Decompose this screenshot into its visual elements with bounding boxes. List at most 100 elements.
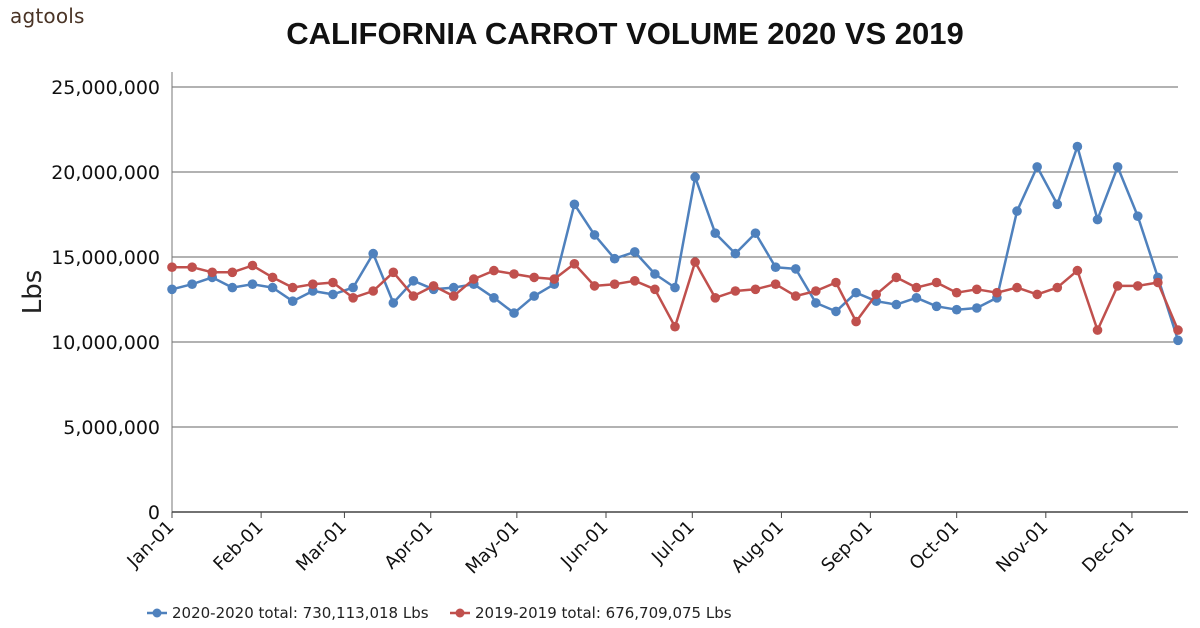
data-point	[589, 281, 600, 291]
data-point	[1112, 162, 1123, 172]
data-point	[710, 228, 721, 238]
data-point	[509, 308, 519, 318]
data-point	[227, 282, 238, 293]
data-point	[670, 282, 680, 293]
data-point	[710, 293, 721, 303]
data-point	[428, 281, 439, 291]
data-point	[951, 304, 962, 315]
x-tick-label: Mar-01	[292, 517, 351, 576]
data-point	[348, 282, 358, 293]
data-point	[1072, 265, 1083, 276]
data-point	[992, 287, 1002, 298]
legend-label: 2020-2020 total: 730,113,018 Lbs	[172, 604, 429, 622]
series-line	[172, 260, 1180, 332]
data-point	[1153, 277, 1163, 288]
legend-swatch-marker	[455, 608, 465, 618]
data-point	[770, 279, 781, 290]
data-point	[811, 298, 821, 308]
data-point	[1052, 199, 1063, 210]
data-point	[690, 172, 700, 182]
data-point	[1072, 141, 1083, 152]
data-point	[811, 286, 821, 296]
data-point	[227, 267, 238, 278]
data-point	[931, 277, 942, 288]
data-point	[750, 228, 761, 238]
data-point	[368, 286, 379, 296]
data-point	[408, 276, 419, 286]
data-point	[650, 284, 660, 295]
data-point	[790, 291, 801, 301]
data-point	[1032, 162, 1042, 172]
data-point	[831, 277, 841, 288]
series-line	[171, 145, 1180, 341]
data-point	[1052, 282, 1063, 293]
data-point	[529, 272, 539, 283]
data-point	[629, 276, 640, 286]
data-point	[670, 321, 680, 332]
data-point	[569, 259, 580, 269]
data-point	[167, 262, 177, 273]
data-point	[328, 289, 338, 300]
data-point	[1132, 281, 1143, 291]
data-point	[770, 262, 781, 273]
x-tick-label: Jul-01	[647, 517, 699, 569]
data-point	[267, 282, 278, 293]
series-1	[167, 257, 1183, 335]
y-tick-label: 10,000,000	[51, 332, 160, 354]
x-tick-label: Sep-01	[817, 517, 877, 577]
x-tick-label: Apr-01	[380, 517, 437, 574]
data-point	[308, 286, 318, 296]
x-tick-label: Jun-01	[556, 517, 612, 573]
data-point	[1032, 289, 1042, 300]
data-point	[368, 248, 379, 259]
data-point	[1173, 335, 1183, 346]
data-point	[489, 265, 499, 276]
data-point	[951, 287, 962, 298]
data-point	[388, 267, 399, 278]
data-point	[267, 272, 278, 283]
y-tick-label: 20,000,000	[51, 162, 160, 184]
data-point	[529, 291, 539, 301]
legend-swatch-marker	[152, 608, 162, 618]
data-point	[187, 262, 197, 273]
data-point	[871, 289, 881, 300]
data-point	[911, 293, 922, 303]
y-tick-label: 5,000,000	[63, 417, 160, 439]
y-tick-label: 0	[148, 502, 160, 524]
data-point	[589, 230, 600, 240]
data-point	[408, 291, 419, 301]
data-point	[831, 306, 841, 317]
data-point	[509, 269, 519, 279]
data-point	[609, 279, 620, 290]
data-point	[489, 293, 499, 303]
data-point	[851, 316, 861, 327]
data-point	[448, 291, 459, 301]
legend-item: 2020-2020 total: 730,113,018 Lbs	[147, 604, 429, 622]
data-point	[388, 298, 399, 308]
x-tick-label: Nov-01	[992, 517, 1052, 577]
data-point	[167, 284, 177, 295]
data-point	[448, 282, 459, 293]
x-tick-label: Oct-01	[906, 517, 964, 575]
data-point	[207, 267, 218, 278]
data-point	[972, 284, 982, 295]
data-point	[247, 260, 258, 271]
data-point	[469, 274, 479, 284]
data-point	[187, 279, 197, 290]
data-point	[549, 274, 560, 284]
x-tick-label: Aug-01	[727, 517, 787, 577]
data-point	[287, 296, 298, 307]
data-point	[972, 303, 982, 313]
data-point	[569, 199, 580, 210]
data-point	[247, 279, 258, 290]
data-point	[287, 282, 298, 293]
data-point	[1092, 325, 1103, 335]
x-tick-label: Jan-01	[123, 517, 179, 573]
y-tick-label: 15,000,000	[51, 247, 160, 269]
data-point	[609, 253, 620, 264]
y-axis-label: Lbs	[18, 270, 48, 315]
data-point	[690, 257, 700, 267]
data-point	[931, 301, 942, 312]
legend-label: 2019-2019 total: 676,709,075 Lbs	[475, 604, 732, 622]
